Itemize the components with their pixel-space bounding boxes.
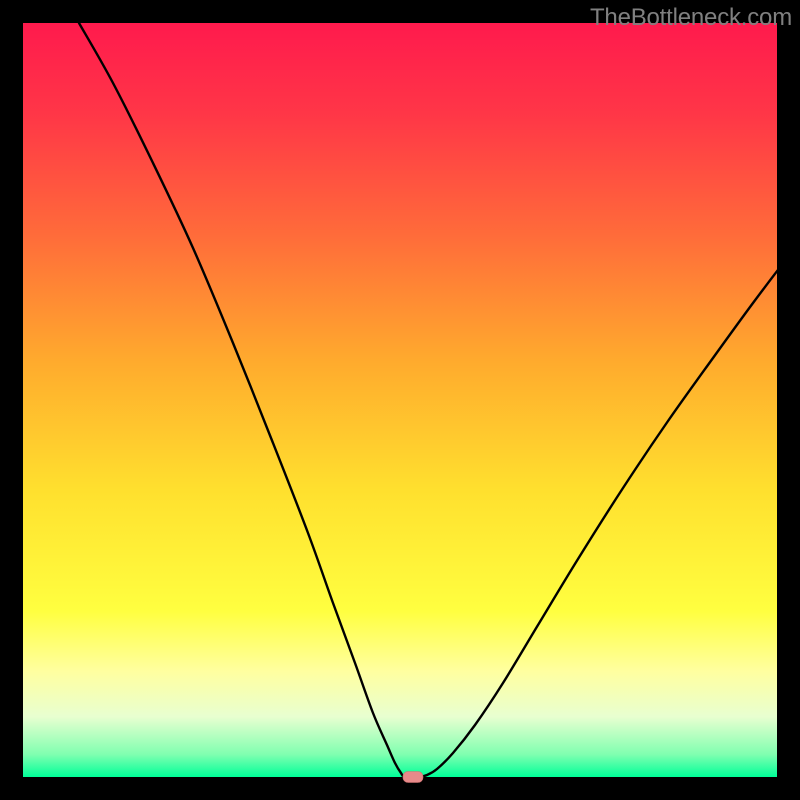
chart-canvas: TheBottleneck.com xyxy=(0,0,800,800)
plot-svg xyxy=(0,0,800,800)
gradient-background xyxy=(23,23,777,777)
optimal-point-marker xyxy=(403,772,423,783)
watermark-text: TheBottleneck.com xyxy=(590,4,792,32)
